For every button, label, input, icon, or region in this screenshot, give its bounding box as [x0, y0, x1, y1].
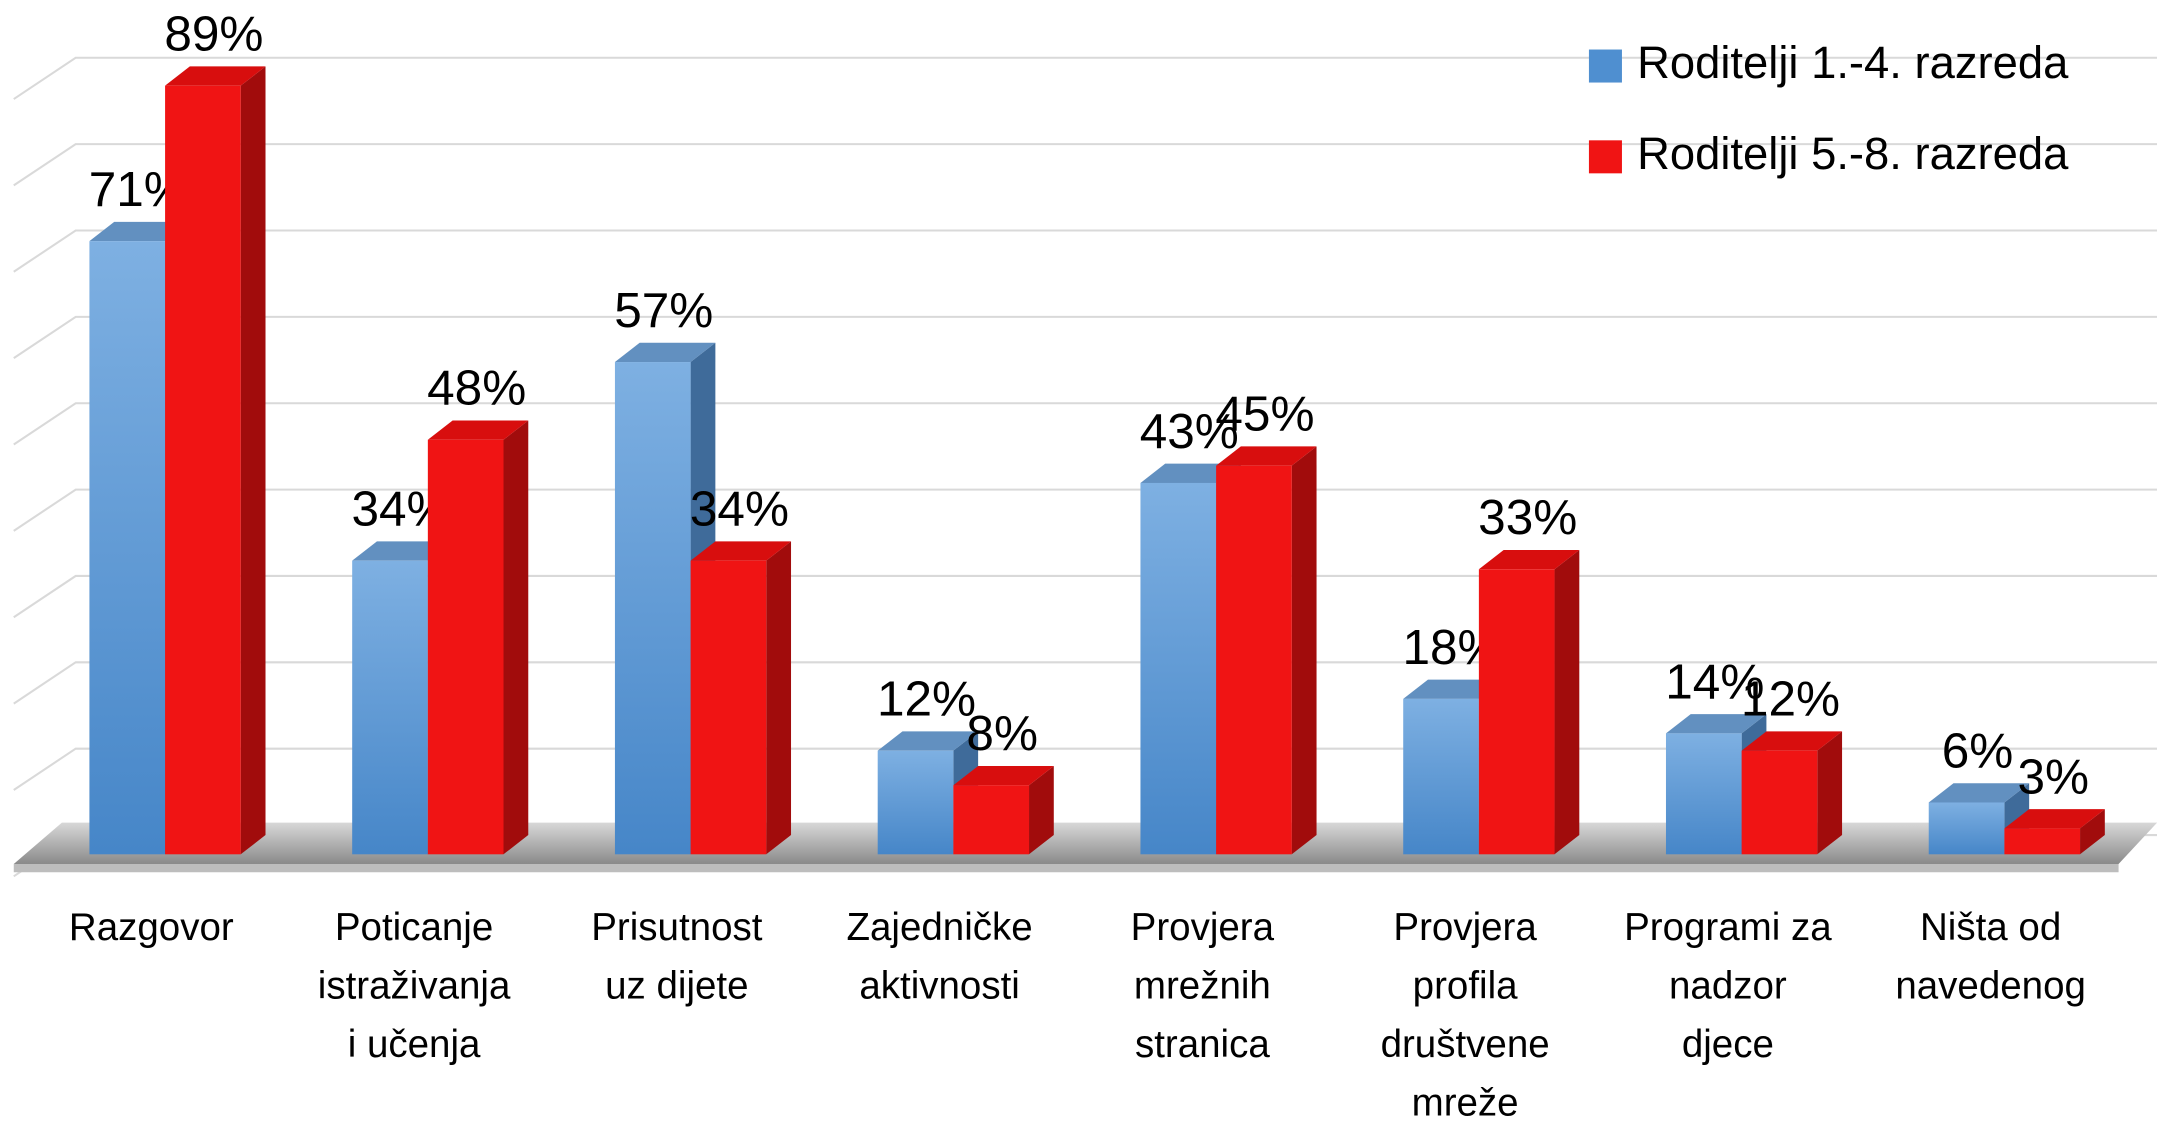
bar-top — [89, 221, 190, 242]
legend-label: Roditelji 5.-8. razreda — [1637, 128, 2069, 179]
bar-top — [1403, 679, 1504, 699]
floor — [13, 822, 2157, 864]
bar — [614, 362, 691, 855]
bar — [2004, 828, 2081, 855]
grid-line — [13, 143, 2157, 187]
bar-top — [877, 731, 979, 751]
bar — [1928, 802, 2005, 855]
grid-line — [13, 402, 2157, 446]
x-tick-label: Provjera profila društvene mreže — [1381, 906, 1550, 1122]
x-tick-label: Zajedničke aktivnosti — [847, 906, 1033, 1007]
bar-top — [1140, 463, 1241, 483]
x-tick-label: Ništa od navedenog — [1895, 906, 2086, 1007]
grid-line — [13, 229, 2157, 273]
legend-label: Roditelji 1.-4. razreda — [1637, 37, 2069, 88]
value-label: 12% — [877, 672, 976, 727]
bar-top — [1216, 446, 1317, 466]
bar-top — [614, 342, 716, 363]
bar-side — [1817, 731, 1843, 855]
bar-top — [427, 420, 529, 440]
value-label: 89% — [164, 7, 263, 62]
x-tick-label: Programi za nadzor djece — [1624, 906, 1832, 1066]
bar-side — [1029, 765, 1054, 855]
bar — [1216, 465, 1292, 855]
value-label: 43% — [1140, 404, 1239, 459]
legend-swatch — [1588, 140, 1622, 174]
bar — [953, 785, 1030, 855]
bar-top — [1741, 731, 1843, 751]
bar — [352, 560, 428, 855]
floor-edge — [13, 863, 2119, 873]
x-tick-label: Poticanje istraživanja i učenja — [318, 906, 511, 1066]
grid-line — [13, 661, 2157, 705]
bar — [1741, 750, 1818, 855]
grid-line — [13, 315, 2157, 359]
bar — [690, 560, 767, 855]
value-label: 34% — [690, 482, 789, 537]
value-label: 48% — [427, 361, 526, 416]
value-label: 33% — [1478, 490, 1577, 545]
grid — [13, 56, 2157, 878]
bar-side — [240, 66, 266, 855]
bar-top — [165, 66, 266, 86]
bar-side — [503, 420, 529, 855]
bar — [1478, 569, 1555, 855]
bar-top — [352, 541, 453, 561]
value-label: 14% — [1665, 654, 1764, 709]
value-label: 12% — [1741, 672, 1840, 727]
bar — [89, 241, 166, 855]
bar-side — [1554, 550, 1580, 855]
bar-top — [953, 765, 1054, 786]
bar-top — [690, 541, 792, 561]
bar-side — [766, 541, 792, 855]
bar-top — [1928, 783, 2030, 803]
legend-swatch — [1588, 49, 1622, 83]
x-tick-label: Provjera mrežnih stranica — [1131, 906, 1275, 1066]
grid-line — [13, 56, 2157, 100]
bar — [877, 750, 954, 855]
value-label: 8% — [966, 706, 1038, 761]
bar-top — [2004, 809, 2105, 829]
bar-top — [1478, 550, 1580, 570]
bar — [427, 439, 504, 855]
bar — [165, 85, 241, 855]
bar-top — [1665, 714, 1767, 734]
value-label: 6% — [1942, 723, 2014, 778]
bar — [1665, 733, 1742, 855]
value-label: 3% — [2017, 749, 2089, 804]
bar-side — [1291, 446, 1317, 855]
bar — [1403, 698, 1479, 855]
bar — [1140, 482, 1217, 855]
grid-line — [13, 488, 2157, 532]
value-label: 45% — [1215, 387, 1314, 442]
value-label: 57% — [614, 283, 713, 338]
x-tick-label: Prisutnost uz dijete — [591, 906, 762, 1007]
grid-line — [13, 574, 2157, 619]
bar-side — [2080, 809, 2105, 855]
x-tick-label: Razgovor — [69, 906, 234, 949]
